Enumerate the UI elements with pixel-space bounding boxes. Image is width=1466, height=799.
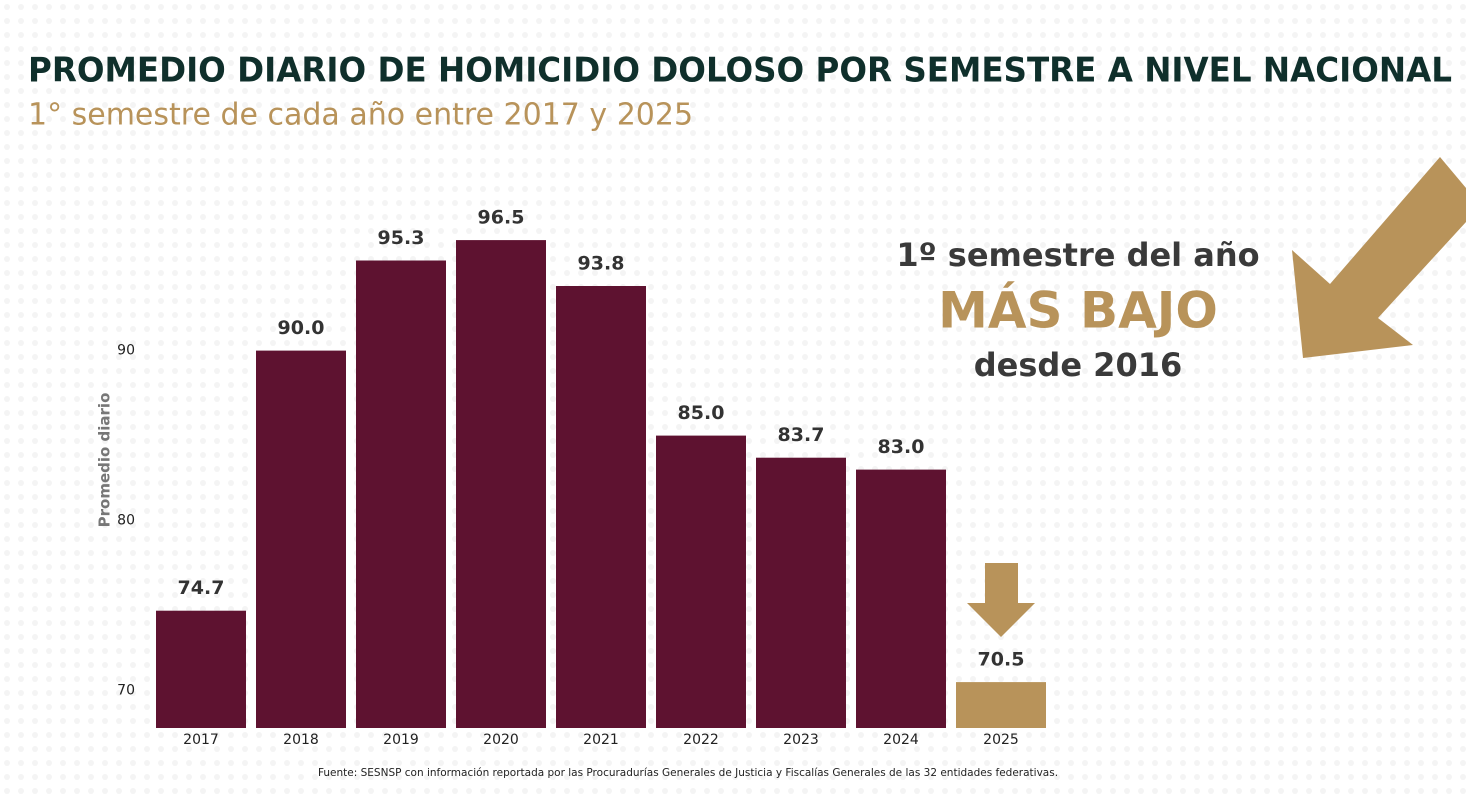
annotation: MÁS BAJO xyxy=(938,281,1218,340)
value-label: 83.7 xyxy=(778,424,825,446)
x-tick-label: 2023 xyxy=(783,732,819,748)
bar xyxy=(856,469,946,728)
value-label: 95.3 xyxy=(378,227,425,249)
bar xyxy=(156,610,246,728)
bar xyxy=(356,260,446,728)
value-label: 74.7 xyxy=(178,577,225,599)
y-tick-label: 80 xyxy=(117,513,135,529)
small-arrow-shaft xyxy=(985,563,1018,605)
bar xyxy=(556,286,646,728)
value-label: 85.0 xyxy=(678,402,725,424)
bar xyxy=(756,457,846,728)
big-arrow xyxy=(1292,157,1466,358)
value-label: 83.0 xyxy=(878,436,925,458)
bar xyxy=(256,350,346,728)
annotation: desde 2016 xyxy=(974,346,1182,384)
x-tick-label: 2020 xyxy=(483,732,519,748)
value-label: 70.5 xyxy=(978,649,1025,671)
bar xyxy=(956,682,1046,728)
x-tick-label: 2024 xyxy=(883,732,919,748)
bar xyxy=(456,240,546,728)
value-label: 90.0 xyxy=(278,317,325,339)
chart-subtitle: 1° semestre de cada año entre 2017 y 202… xyxy=(28,98,693,133)
bar xyxy=(656,435,746,728)
x-tick-label: 2017 xyxy=(183,732,219,748)
source-note: Fuente: SESNSP con información reportada… xyxy=(318,767,1058,779)
value-label: 96.5 xyxy=(478,207,525,229)
x-tick-label: 2025 xyxy=(983,732,1019,748)
annotation: 1º semestre del año xyxy=(896,236,1259,274)
value-label: 93.8 xyxy=(578,253,625,275)
x-tick-label: 2021 xyxy=(583,732,619,748)
x-tick-label: 2019 xyxy=(383,732,419,748)
x-tick-label: 2018 xyxy=(283,732,319,748)
chart-title: PROMEDIO DIARIO DE HOMICIDIO DOLOSO POR … xyxy=(28,51,1452,91)
y-tick-label: 90 xyxy=(117,343,135,359)
y-axis-label: Promedio diario xyxy=(96,393,114,528)
x-tick-label: 2022 xyxy=(683,732,719,748)
y-tick-label: 70 xyxy=(117,683,135,699)
small-arrow-head xyxy=(967,603,1035,637)
